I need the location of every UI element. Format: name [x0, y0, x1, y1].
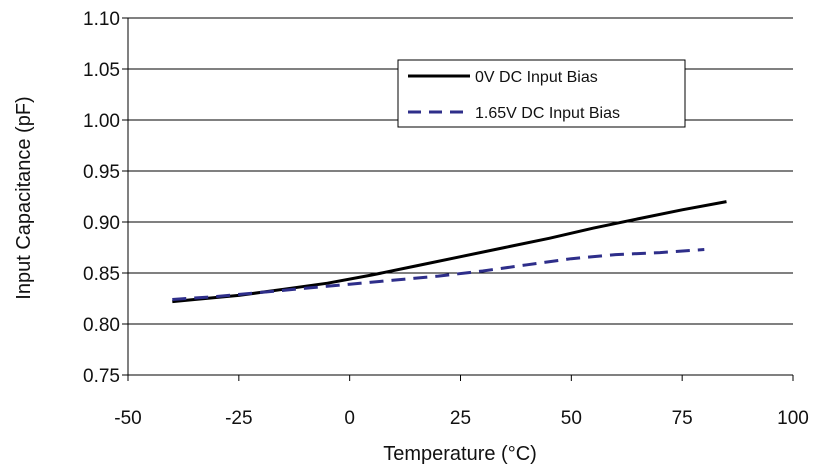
x-tick-label: 75 — [672, 408, 693, 429]
legend-box — [397, 59, 686, 128]
y-tick-label: 0.90 — [83, 213, 120, 234]
x-axis-ticks: -50 -25 0 25 50 75 100 — [114, 375, 809, 429]
y-tick-label: 1.10 — [83, 9, 120, 30]
x-tick-label: 100 — [777, 408, 809, 429]
series-line-1-65v-dc-input-bias — [172, 248, 705, 301]
y-axis-title: Input Capacitance (pF) — [13, 96, 35, 299]
y-tick-label: 1.05 — [83, 60, 120, 81]
x-axis-title: Temperature (°C) — [383, 443, 537, 465]
legend-label-1-65v: 1.65V DC Input Bias — [475, 105, 620, 122]
y-tick-label: 0.85 — [83, 264, 120, 285]
y-tick-label: 0.95 — [83, 162, 120, 183]
x-tick-label: -25 — [225, 408, 252, 429]
x-tick-label: -50 — [114, 408, 141, 429]
series-lines — [172, 200, 727, 304]
y-tick-label: 0.80 — [83, 315, 120, 336]
y-axis-ticks: 0.75 0.80 0.85 0.90 0.95 1.00 1.05 1.10 — [83, 9, 128, 387]
legend-label-0v: 0V DC Input Bias — [475, 69, 598, 86]
x-tick-label: 25 — [450, 408, 471, 429]
series-line-0v-dc-input-bias — [172, 200, 727, 304]
y-tick-label: 0.75 — [83, 366, 120, 387]
x-tick-label: 50 — [561, 408, 582, 429]
x-tick-label: 0 — [344, 408, 355, 429]
y-tick-label: 1.00 — [83, 111, 120, 132]
legend: 0V DC Input Bias 1.65V DC Input Bias — [397, 59, 686, 128]
